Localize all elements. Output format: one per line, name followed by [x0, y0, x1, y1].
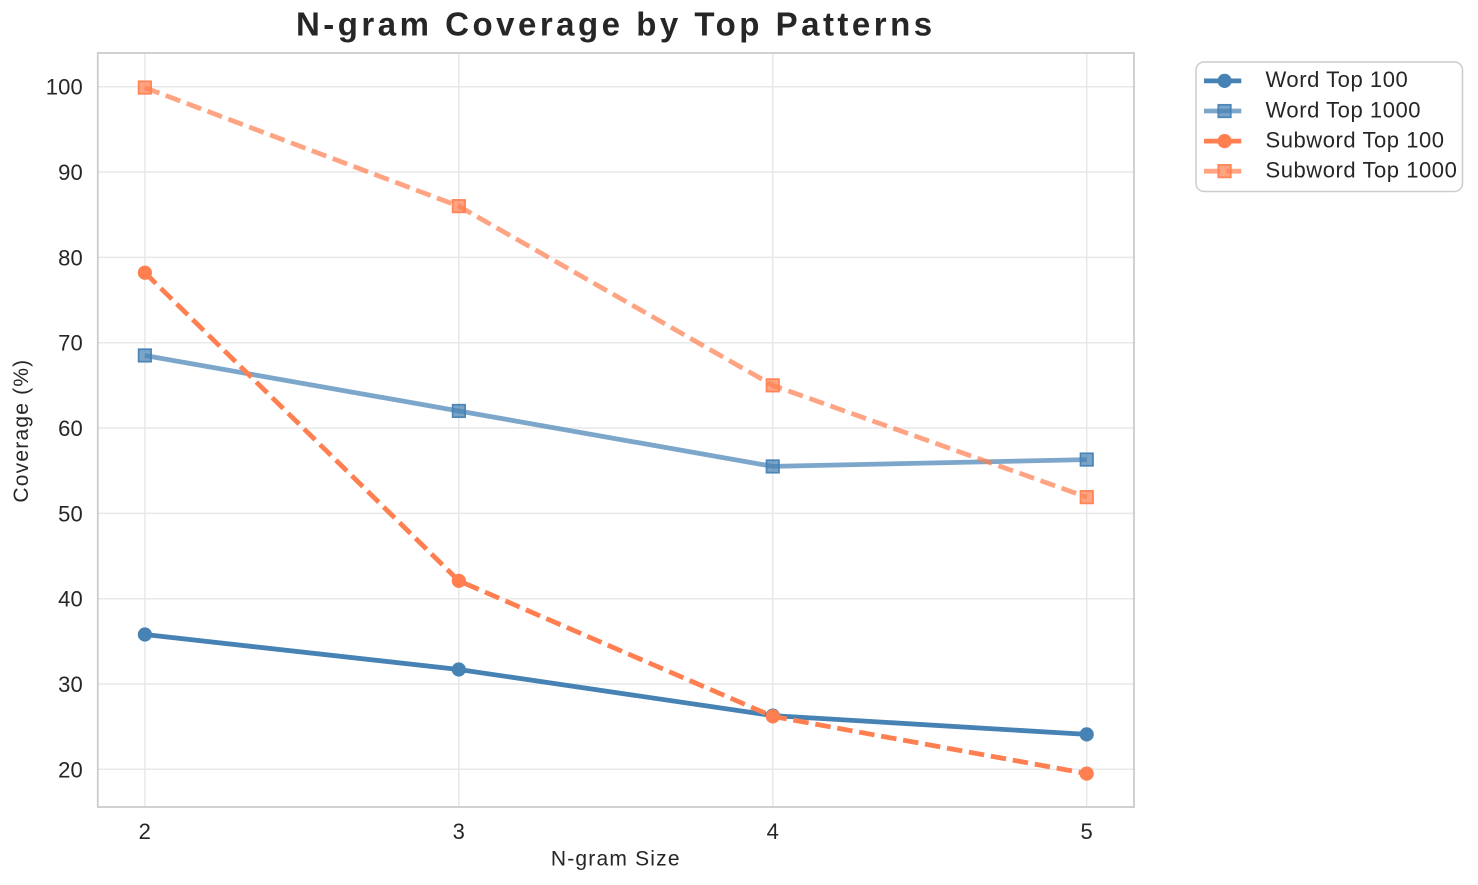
svg-text:4: 4 — [767, 819, 779, 844]
svg-text:60: 60 — [58, 416, 83, 441]
svg-text:100: 100 — [46, 75, 83, 100]
svg-text:Coverage (%): Coverage (%) — [10, 359, 33, 503]
svg-text:Subword Top 100: Subword Top 100 — [1266, 127, 1445, 152]
svg-text:N-gram Size: N-gram Size — [551, 847, 681, 870]
svg-text:Word Top 100: Word Top 100 — [1266, 67, 1409, 92]
svg-text:40: 40 — [58, 587, 83, 612]
svg-text:80: 80 — [58, 245, 83, 270]
svg-text:5: 5 — [1080, 819, 1092, 844]
svg-text:90: 90 — [58, 160, 83, 185]
svg-text:20: 20 — [58, 757, 83, 782]
svg-text:Word Top 1000: Word Top 1000 — [1266, 97, 1422, 122]
svg-text:30: 30 — [58, 672, 83, 697]
svg-text:3: 3 — [453, 819, 465, 844]
svg-text:N-gram Coverage by Top Pattern: N-gram Coverage by Top Patterns — [296, 6, 936, 43]
svg-text:Subword Top 1000: Subword Top 1000 — [1266, 158, 1458, 183]
svg-text:70: 70 — [58, 331, 83, 356]
svg-text:50: 50 — [58, 501, 83, 526]
svg-text:2: 2 — [139, 819, 151, 844]
